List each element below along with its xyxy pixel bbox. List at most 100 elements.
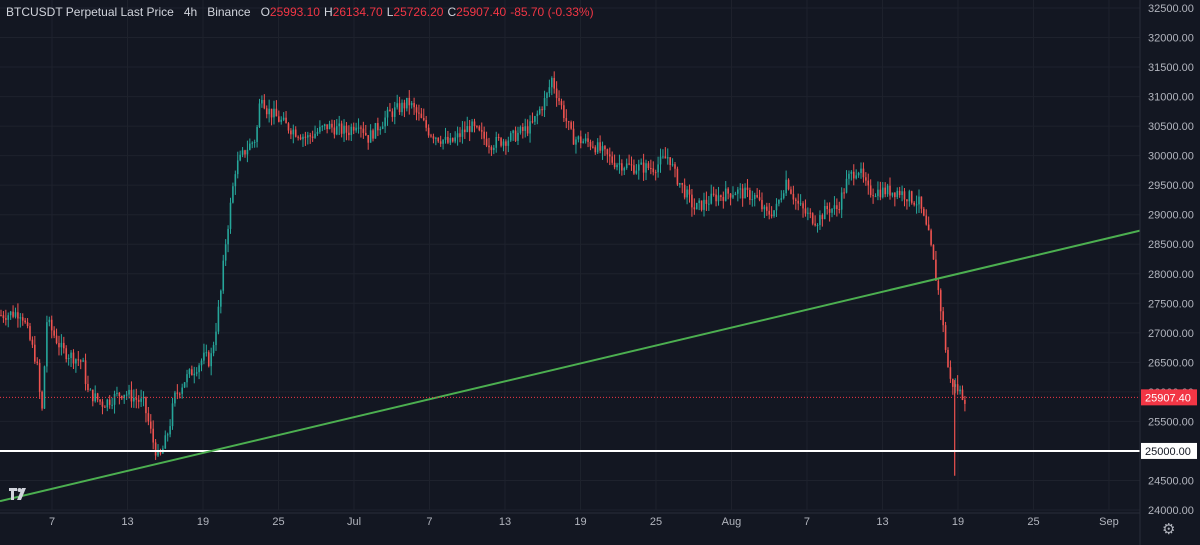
price-badges: 25907.40 25000.00	[1141, 389, 1197, 459]
candle	[780, 190, 783, 203]
candle	[48, 316, 51, 327]
candle	[316, 127, 319, 136]
candle	[159, 448, 162, 456]
candle	[391, 108, 394, 122]
candle	[321, 125, 324, 132]
y-tick-label: 31500.00	[1148, 62, 1194, 74]
candle	[174, 390, 176, 407]
candle	[930, 228, 932, 247]
candle	[500, 136, 502, 148]
candle	[297, 135, 299, 141]
candle	[427, 124, 430, 138]
candle	[459, 127, 461, 143]
candle	[739, 183, 742, 199]
candle	[398, 96, 401, 115]
candle	[89, 388, 92, 391]
candle	[372, 128, 374, 142]
x-tick-label: 19	[197, 516, 209, 528]
y-tick-label: 26500.00	[1148, 357, 1194, 369]
candle	[99, 399, 101, 405]
candle	[720, 194, 722, 201]
candle	[106, 398, 109, 412]
candle	[744, 183, 746, 199]
candle	[857, 171, 860, 178]
candle	[490, 145, 493, 156]
candle	[149, 414, 152, 434]
candle	[258, 98, 261, 128]
candle	[872, 188, 874, 204]
candle	[439, 135, 442, 147]
tradingview-logo-icon[interactable]	[8, 486, 30, 502]
candle	[53, 326, 55, 339]
candle	[396, 94, 398, 110]
candle	[377, 117, 379, 137]
candle	[811, 212, 814, 226]
symbol-name[interactable]: BTCUSDT Perpetual Last Price	[6, 5, 174, 19]
candle	[227, 225, 229, 253]
candle	[756, 188, 758, 199]
candle	[628, 154, 630, 166]
trend-line[interactable]	[0, 229, 1141, 503]
candle	[319, 120, 321, 134]
candle	[505, 139, 507, 155]
candle	[200, 358, 203, 372]
candle	[910, 190, 913, 205]
candle	[906, 198, 908, 210]
candle	[222, 254, 225, 294]
x-tick-label: Sep	[1099, 516, 1119, 528]
candle	[659, 148, 662, 173]
candle	[531, 112, 534, 124]
candle	[787, 178, 790, 191]
candle	[2, 311, 5, 323]
candle	[355, 122, 357, 133]
candle	[717, 186, 720, 206]
candle	[133, 389, 135, 408]
candle	[681, 182, 684, 194]
candle	[785, 170, 787, 196]
candle	[737, 186, 739, 202]
candle	[792, 185, 795, 205]
candle	[246, 140, 249, 163]
candle	[729, 193, 732, 206]
candle	[166, 432, 169, 442]
candle	[348, 125, 350, 141]
candle	[768, 202, 771, 220]
interval-label[interactable]: 4h	[183, 5, 198, 19]
candle	[570, 120, 572, 130]
candle	[932, 244, 935, 260]
candle	[633, 159, 635, 175]
candle	[679, 182, 681, 188]
candle	[534, 115, 536, 125]
candle	[596, 138, 599, 154]
candle	[476, 125, 478, 129]
y-tick-label: 32000.00	[1148, 33, 1194, 45]
candle	[328, 120, 331, 130]
candle	[524, 118, 527, 138]
candle	[775, 198, 778, 217]
svg-text:25000.00: 25000.00	[1145, 446, 1191, 458]
candle	[198, 363, 200, 380]
candle	[406, 97, 408, 112]
x-axis[interactable]: 7 13 19 25 Jul 7 13 19 25 Aug 7 13 19 25 Sep	[0, 512, 1140, 528]
gear-icon[interactable]: ⚙	[1162, 521, 1176, 538]
candle	[420, 107, 423, 119]
y-tick-label: 30000.00	[1148, 151, 1194, 163]
candle	[290, 128, 292, 140]
candle	[263, 94, 266, 110]
y-tick-label: 27000.00	[1148, 328, 1194, 340]
candle	[186, 369, 188, 388]
candle	[338, 115, 341, 136]
low-key: L	[386, 5, 394, 19]
candle	[514, 126, 517, 142]
candle	[956, 375, 959, 395]
candle	[282, 112, 285, 122]
candle	[41, 390, 43, 411]
candle	[34, 335, 36, 364]
y-axis[interactable]: 32500.00 32000.00 31500.00 31000.00 30500.00…	[1139, 0, 1200, 545]
candle	[422, 108, 425, 122]
x-tick-label: 7	[426, 516, 432, 528]
candle	[292, 124, 295, 144]
candle	[502, 138, 505, 152]
candle	[468, 119, 471, 142]
